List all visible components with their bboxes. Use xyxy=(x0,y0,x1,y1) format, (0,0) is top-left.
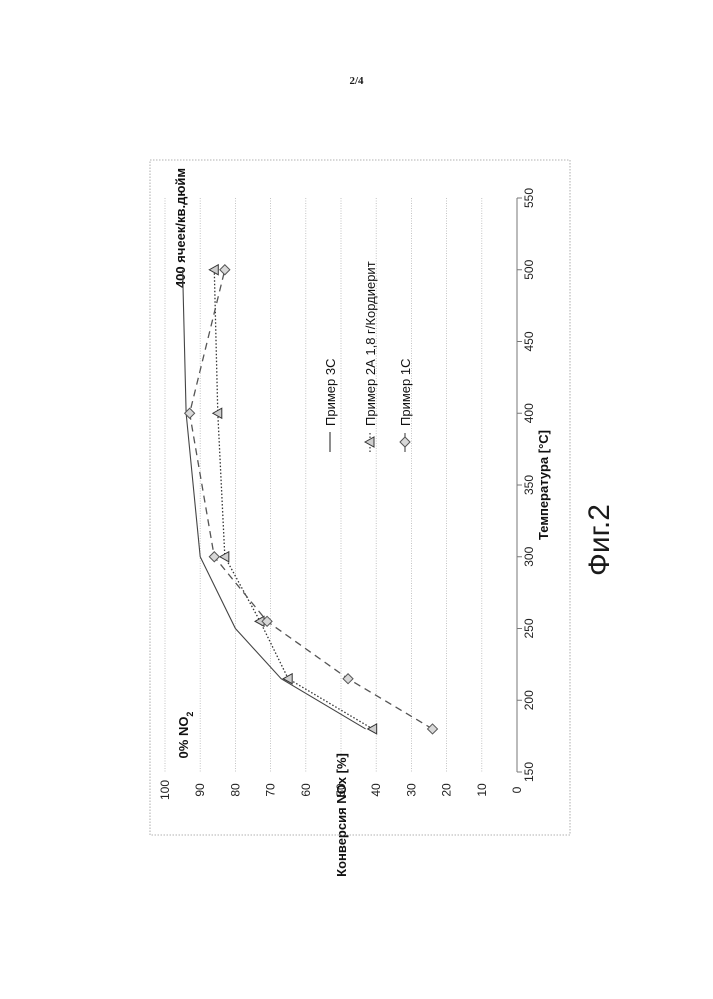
annotation-cells-group: 400 ячеек/кв.дюйм xyxy=(173,168,188,288)
x-tick-group: 350 xyxy=(522,475,536,495)
y-tick-group: 100 xyxy=(158,780,172,800)
x-tick-label: 200 xyxy=(522,690,536,710)
y-tick-group: 80 xyxy=(228,783,242,797)
legend-item-2: Пример 2А 1,8 г/Кордиерит xyxy=(363,261,378,426)
annotation-no2-group: 0% NO2 xyxy=(176,712,195,759)
annotation-no2: 0% NO2 xyxy=(176,712,195,759)
x-tick-label: 150 xyxy=(522,762,536,782)
y-tick-label: 90 xyxy=(193,783,207,797)
x-tick-label: 450 xyxy=(522,331,536,351)
x-tick-label: 350 xyxy=(522,475,536,495)
y-tick-group: 70 xyxy=(264,783,278,797)
legend-item-1: Пример 3С xyxy=(323,359,338,426)
x-tick-label: 500 xyxy=(522,259,536,279)
y-tick-label: 0 xyxy=(510,786,524,793)
y-tick-group: 10 xyxy=(475,783,489,797)
series-line-3 xyxy=(190,270,433,729)
y-tick-group: 60 xyxy=(299,783,313,797)
legend-label-3: Пример 1С xyxy=(398,359,413,426)
y-axis-title-group: Конверсия NOx [%] xyxy=(334,753,349,877)
annotation-cells: 400 ячеек/кв.дюйм xyxy=(173,168,188,288)
x-tick-group: 400 xyxy=(522,403,536,423)
y-tick-group: 40 xyxy=(369,783,383,797)
y-tick-label: 100 xyxy=(158,780,172,800)
chart-frame xyxy=(150,160,570,835)
x-tick-label: 300 xyxy=(522,546,536,566)
y-tick-group: 0 xyxy=(510,786,524,793)
y-tick-label: 20 xyxy=(440,783,454,797)
y-tick-label: 70 xyxy=(264,783,278,797)
y-tick-group: 20 xyxy=(440,783,454,797)
series-line-2 xyxy=(214,270,372,729)
legend-label-2: Пример 2А 1,8 г/Кордиерит xyxy=(363,261,378,426)
y-tick-label: 30 xyxy=(404,783,418,797)
x-tick-group: 450 xyxy=(522,331,536,351)
data-point-series-2 xyxy=(368,724,377,734)
y-tick-label: 80 xyxy=(228,783,242,797)
legend-label-1: Пример 3С xyxy=(323,359,338,426)
data-point-series-3 xyxy=(220,265,230,275)
x-tick-group: 250 xyxy=(522,618,536,638)
series-line-1 xyxy=(183,270,366,729)
data-point-series-3 xyxy=(343,674,353,684)
y-tick-label: 10 xyxy=(475,783,489,797)
data-point-series-3 xyxy=(428,724,438,734)
x-tick-label: 250 xyxy=(522,618,536,638)
figure-caption: Фиг.2 xyxy=(583,504,617,576)
x-axis-title-group: Температура [°C] xyxy=(536,430,551,540)
x-tick-label: 400 xyxy=(522,403,536,423)
legend-marker-2 xyxy=(365,437,374,447)
annotation-no2-subscript: 2 xyxy=(185,712,195,717)
x-tick-group: 200 xyxy=(522,690,536,710)
x-tick-group: 150 xyxy=(522,762,536,782)
x-tick-group: 300 xyxy=(522,546,536,566)
y-tick-label: 60 xyxy=(299,783,313,797)
x-tick-group: 550 xyxy=(522,188,536,208)
y-tick-label: 40 xyxy=(369,783,383,797)
x-axis-title: Температура [°C] xyxy=(536,430,551,540)
y-tick-group: 30 xyxy=(404,783,418,797)
x-tick-label: 550 xyxy=(522,188,536,208)
x-tick-group: 500 xyxy=(522,259,536,279)
y-tick-group: 90 xyxy=(193,783,207,797)
y-axis-title: Конверсия NOx [%] xyxy=(334,753,349,877)
legend-marker-3 xyxy=(400,437,410,447)
legend-item-3: Пример 1С xyxy=(398,359,413,426)
